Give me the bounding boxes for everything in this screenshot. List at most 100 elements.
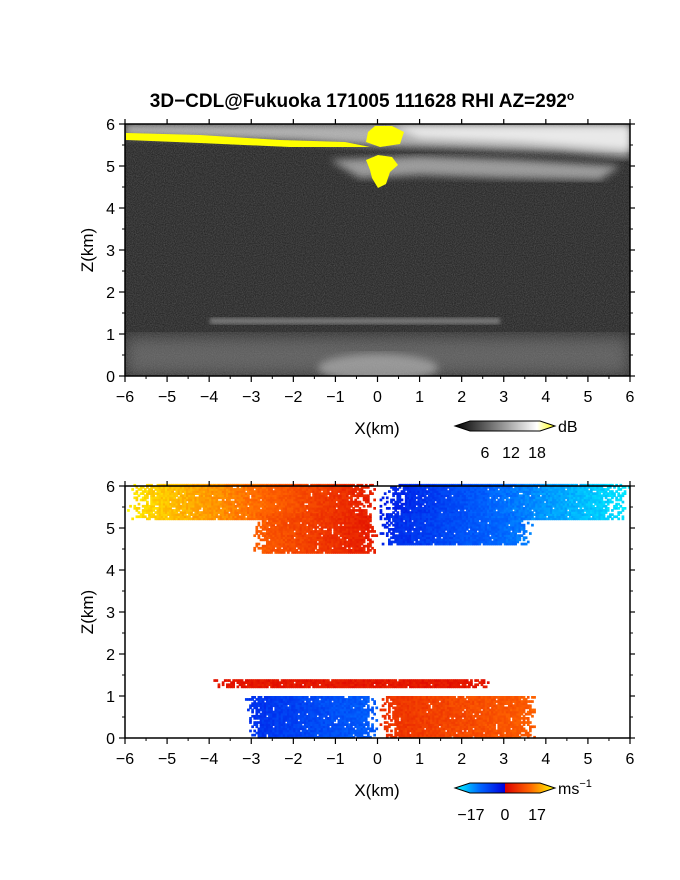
velocity-cell xyxy=(608,498,612,502)
velocity-cell xyxy=(204,515,208,519)
velocity-cell xyxy=(350,509,353,512)
velocity-cell xyxy=(228,496,231,500)
velocity-cell xyxy=(299,519,303,523)
velocity-cell xyxy=(449,488,452,491)
velocity-cell xyxy=(207,488,210,491)
velocity-cell xyxy=(558,490,562,493)
velocity-cell xyxy=(150,486,153,489)
velocity-cell xyxy=(396,517,400,521)
velocity-cell xyxy=(526,502,530,506)
velocity-cell xyxy=(587,504,591,508)
velocity-cell xyxy=(164,494,168,498)
velocity-cell xyxy=(146,517,149,521)
velocity-cell xyxy=(585,504,589,508)
velocity-cell xyxy=(436,530,440,533)
velocity-cell xyxy=(535,492,539,495)
velocity-cell xyxy=(575,494,578,498)
velocity-cell xyxy=(400,542,404,546)
velocity-cell xyxy=(590,513,593,516)
velocity-cell xyxy=(333,540,337,544)
velocity-cell xyxy=(520,515,524,519)
velocity-cell xyxy=(148,488,151,491)
velocity-cell xyxy=(268,511,271,514)
velocity-cell xyxy=(158,517,162,521)
velocity-cell xyxy=(213,509,217,512)
velocity-cell xyxy=(303,536,307,540)
velocity-cell xyxy=(585,490,589,493)
velocity-cell xyxy=(417,498,421,502)
velocity-cell xyxy=(533,490,536,493)
velocity-cell xyxy=(449,496,452,500)
velocity-cell xyxy=(282,521,286,525)
velocity-cell xyxy=(444,511,448,514)
velocity-cell xyxy=(190,511,193,514)
velocity-cell xyxy=(152,504,156,508)
velocity-cell xyxy=(409,513,412,516)
velocity-cell xyxy=(526,486,530,489)
velocity-cell xyxy=(289,534,292,537)
velocity-cell xyxy=(459,502,463,506)
velocity-cell xyxy=(236,502,240,506)
velocity-cell xyxy=(337,540,341,544)
velocity-cell xyxy=(301,540,305,544)
velocity-cell xyxy=(606,494,610,498)
velocity-cell xyxy=(394,502,398,506)
velocity-cell xyxy=(598,504,602,508)
velocity-cell xyxy=(507,511,511,514)
velocity-cell xyxy=(244,496,248,500)
velocity-cell xyxy=(293,500,297,504)
velocity-cell xyxy=(442,490,446,493)
velocity-cell xyxy=(617,494,621,498)
velocity-cell xyxy=(255,515,259,519)
velocity-cell xyxy=(385,517,389,521)
velocity-cell xyxy=(232,513,236,516)
velocity-cell xyxy=(478,500,482,504)
velocity-cell xyxy=(261,551,265,554)
velocity-cell xyxy=(449,540,452,544)
velocity-cell xyxy=(417,528,421,531)
velocity-cell xyxy=(590,494,593,498)
velocity-cell xyxy=(192,513,196,516)
velocity-cell xyxy=(204,502,208,506)
velocity-cell xyxy=(253,515,257,519)
velocity-cell xyxy=(287,523,290,527)
velocity-cell xyxy=(146,486,149,489)
velocity-cell xyxy=(162,498,166,502)
velocity-cell xyxy=(404,525,408,529)
velocity-cell xyxy=(284,496,288,500)
velocity-cell xyxy=(249,486,252,489)
velocity-cell xyxy=(524,494,528,498)
velocity-cell xyxy=(135,486,139,489)
velocity-cell xyxy=(284,488,288,491)
velocity-cell xyxy=(204,504,208,508)
velocity-cell xyxy=(411,515,414,519)
velocity-cell xyxy=(507,509,511,512)
velocity-cell xyxy=(221,511,225,514)
velocity-cell xyxy=(440,490,444,493)
velocity-cell xyxy=(215,509,219,512)
velocity-cell xyxy=(322,534,326,537)
velocity-cell xyxy=(354,513,358,516)
velocity-cell xyxy=(308,509,311,512)
velocity-cell xyxy=(360,551,364,554)
velocity-cell xyxy=(312,488,315,491)
velocity-cell xyxy=(188,504,191,508)
velocity-cell xyxy=(434,490,438,493)
velocity-cell xyxy=(428,504,431,508)
velocity-cell xyxy=(362,536,366,540)
velocity-cell xyxy=(278,551,282,554)
velocity-cell xyxy=(303,507,307,510)
velocity-cell xyxy=(162,502,166,506)
velocity-cell xyxy=(476,504,480,508)
velocity-cell xyxy=(455,528,459,531)
velocity-cell xyxy=(295,517,299,521)
velocity-cell xyxy=(310,538,313,542)
velocity-cell xyxy=(430,532,433,535)
velocity-cell xyxy=(240,517,244,521)
velocity-cell xyxy=(255,492,259,495)
velocity-cell xyxy=(564,494,568,498)
velocity-cell xyxy=(280,498,284,502)
velocity-cell xyxy=(457,496,461,500)
velocity-cell xyxy=(339,486,343,489)
velocity-cell xyxy=(312,525,315,529)
